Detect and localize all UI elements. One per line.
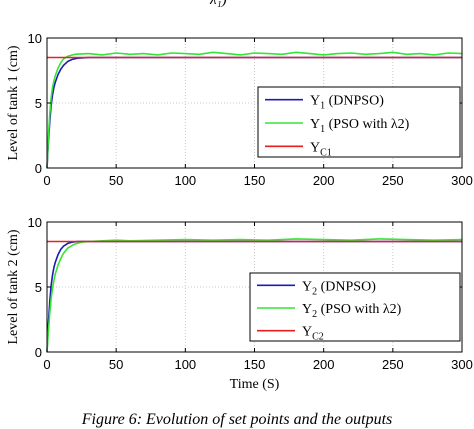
y-tick-label: 5 [35,280,42,295]
x-tick-label: 300 [451,357,473,372]
y-tick-label: 0 [35,161,42,176]
x-tick-label: 100 [174,173,196,188]
legend-entry-setpoint: YC1 [310,140,332,158]
legend-entry-pso: Y1 (PSO with λ2) [310,117,410,135]
chart-panel-tank2: 0 50 100 150 200 250 300 0 5 10 Level of tank 2 (c… [6,215,473,392]
x-tick-label: 300 [451,173,473,188]
legend-entry-dnpso: Y1 (DNPSO) [310,94,384,112]
x-tick-label: 150 [244,357,266,372]
legend: Y1 (DNPSO) Y1 (PSO with λ2) YC1 [257,86,461,158]
legend-entry-pso: Y2 (PSO with λ2) [302,302,402,320]
x-tick-label: 250 [382,357,404,372]
x-tick-label: 0 [43,173,50,188]
legend-box [257,86,461,158]
x-tick-label: 200 [313,173,335,188]
x-tick-label: 250 [382,173,404,188]
x-tick-label: 0 [43,357,50,372]
figure-caption: Figure 6: Evolution of set points and th… [81,411,393,428]
legend: Y2 (DNPSO) Y2 (PSO with λ2) YC2 [249,272,461,343]
legend-entry-dnpso: Y2 (DNPSO) [302,279,376,297]
figure-top-fragment: λ₁) [210,0,227,8]
x-tick-label: 50 [109,357,123,372]
y-axis-label: Level of tank 1 (cm) [6,45,21,160]
legend-box [249,272,461,342]
chart-panel-tank1: 0 50 100 150 200 250 300 0 5 10 Level of tank 1 (c… [6,31,473,188]
x-tick-label: 50 [109,173,123,188]
y-tick-label: 0 [35,345,42,360]
x-tick-label: 200 [313,357,335,372]
y-tick-label: 5 [35,96,42,111]
x-tick-label: 150 [244,173,266,188]
legend-entry-setpoint: YC2 [302,325,324,343]
x-axis-label: Time (S) [230,377,280,392]
y-tick-label: 10 [28,31,42,46]
series-line-pso [46,51,463,169]
x-tick-label: 100 [174,357,196,372]
y-axis-label: Level of tank 2 (cm) [6,229,21,344]
y-tick-label: 10 [28,215,42,230]
